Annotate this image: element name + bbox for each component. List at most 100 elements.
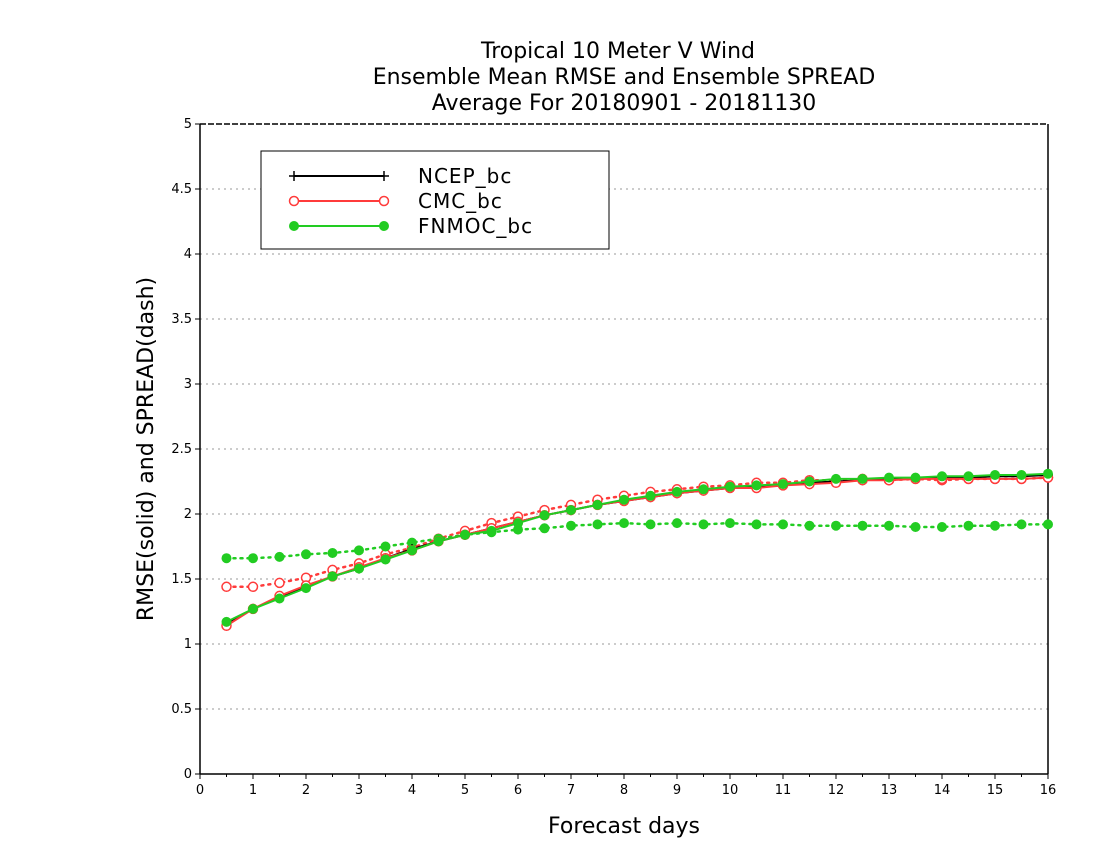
legend-entry-fnmoc-bc: FNMOC_bc xyxy=(289,214,533,238)
fnmoc-bc-rmse-point-18 xyxy=(698,484,709,495)
y-tick-label-3: 1.5 xyxy=(171,572,192,587)
fnmoc-bc-spread-point-21 xyxy=(778,519,788,530)
cmc-bc-spread-point-1 xyxy=(247,581,259,593)
cmc-bc-spread-point-0 xyxy=(221,581,232,593)
title-line-2: Ensemble Mean RMSE and Ensemble SPREAD xyxy=(373,65,876,90)
fnmoc-bc-spread-point-5 xyxy=(354,545,364,556)
y-tick-label-9: 4.5 xyxy=(171,182,192,197)
fnmoc-bc-rmse-point-7 xyxy=(407,545,417,556)
fnmoc-bc-rmse-point-17 xyxy=(672,486,682,497)
title-line-3: Average For 20180901 - 20181130 xyxy=(432,91,817,116)
fnmoc-bc-rmse-point-5 xyxy=(354,563,364,574)
fnmoc-bc-rmse-point-31 xyxy=(1043,468,1053,479)
fnmoc-bc-rmse-point-3 xyxy=(301,583,311,594)
x-tick-label-4: 4 xyxy=(408,783,416,798)
fnmoc-bc-spread-point-0 xyxy=(221,553,232,564)
cmc-bc-spread-group xyxy=(221,472,1054,593)
y-tick-label-5: 2.5 xyxy=(171,442,192,457)
y-tick-label-4: 2 xyxy=(184,507,192,522)
fnmoc-bc-spread-point-16 xyxy=(645,519,656,530)
fnmoc-bc-rmse-point-16 xyxy=(645,490,656,501)
fnmoc-bc-rmse-point-29 xyxy=(990,470,1000,480)
fnmoc-bc-spread-point-15 xyxy=(619,518,629,529)
y-tick-label-7: 3.5 xyxy=(171,312,192,327)
x-axis-label: Forecast days xyxy=(548,814,700,839)
fnmoc-bc-rmse-point-19 xyxy=(725,481,735,492)
fnmoc-bc-spread-point-30 xyxy=(1016,519,1027,530)
fnmoc-bc-rmse-point-6 xyxy=(380,554,391,565)
fnmoc-bc-rmse-point-26 xyxy=(910,472,921,483)
legend-label-ncep-bc: NCEP_bc xyxy=(418,164,512,188)
x-tick-label-3: 3 xyxy=(355,783,363,798)
fnmoc-bc-rmse-point-20 xyxy=(751,480,762,491)
y-tick-label-8: 4 xyxy=(184,247,192,262)
fnmoc-bc-spread-point-17 xyxy=(672,518,682,529)
x-tick-label-2: 2 xyxy=(302,783,310,798)
fnmoc-bc-rmse-group xyxy=(221,468,1053,627)
x-tick-label-8: 8 xyxy=(620,783,628,798)
fnmoc-bc-rmse-point-11 xyxy=(513,518,523,529)
title-line-1: Tropical 10 Meter V Wind xyxy=(480,39,755,64)
legend-marker-right-cmc-bc xyxy=(378,195,390,207)
fnmoc-bc-rmse-point-0 xyxy=(221,616,232,627)
fnmoc-bc-rmse-point-9 xyxy=(460,529,470,540)
x-tick-label-5: 5 xyxy=(461,783,469,798)
fnmoc-bc-rmse-point-12 xyxy=(539,510,550,521)
legend-marker-left-fnmoc-bc xyxy=(289,221,299,231)
fnmoc-bc-spread-point-1 xyxy=(248,553,258,564)
fnmoc-bc-spread-point-23 xyxy=(831,520,841,531)
x-tick-label-10: 10 xyxy=(722,783,739,798)
legend-label-fnmoc-bc: FNMOC_bc xyxy=(418,214,533,238)
fnmoc-bc-rmse-point-21 xyxy=(778,479,788,490)
legend-marker-right-fnmoc-bc xyxy=(379,221,389,231)
legend-marker-left-cmc-bc xyxy=(288,195,300,207)
fnmoc-bc-rmse-point-24 xyxy=(857,473,868,484)
x-tick-label-13: 13 xyxy=(881,783,898,798)
fnmoc-bc-rmse-point-14 xyxy=(592,499,603,510)
fnmoc-bc-rmse-point-28 xyxy=(963,471,974,482)
fnmoc-bc-rmse-point-10 xyxy=(486,525,497,536)
fnmoc-bc-spread-point-31 xyxy=(1043,519,1053,530)
x-tick-label-14: 14 xyxy=(934,783,951,798)
x-tick-label-9: 9 xyxy=(673,783,681,798)
y-tick-label-0: 0 xyxy=(184,767,192,782)
legend-label-cmc-bc: CMC_bc xyxy=(418,189,503,213)
fnmoc-bc-spread-line xyxy=(225,521,1050,560)
y-tick-label-1: 0.5 xyxy=(171,702,192,717)
x-tick-label-15: 15 xyxy=(987,783,1004,798)
y-axis-label: RMSE(solid) and SPREAD(dash) xyxy=(134,277,159,621)
fnmoc-bc-spread-point-6 xyxy=(380,541,391,552)
fnmoc-bc-spread-point-20 xyxy=(751,519,762,530)
x-tick-label-12: 12 xyxy=(828,783,845,798)
fnmoc-bc-spread-point-24 xyxy=(857,520,868,531)
fnmoc-bc-rmse-point-15 xyxy=(619,494,629,505)
fnmoc-bc-spread-point-14 xyxy=(592,519,603,530)
legend-marker-left-ncep-bc xyxy=(289,171,299,181)
fnmoc-bc-rmse-point-30 xyxy=(1016,470,1027,480)
fnmoc-bc-spread-point-26 xyxy=(910,522,921,532)
y-tick-label-10: 5 xyxy=(184,117,192,132)
fnmoc-bc-spread-point-3 xyxy=(301,549,311,560)
fnmoc-bc-spread-point-4 xyxy=(327,548,338,558)
x-tick-label-1: 1 xyxy=(249,783,257,798)
fnmoc-bc-rmse-point-23 xyxy=(831,473,841,484)
y-tick-label-2: 1 xyxy=(184,637,192,652)
legend-marker-right-ncep-bc xyxy=(379,171,389,181)
cmc-bc-spread-point-2 xyxy=(274,577,285,589)
x-tick-label-7: 7 xyxy=(567,783,575,798)
fnmoc-bc-rmse-point-4 xyxy=(327,571,338,582)
fnmoc-bc-spread-point-12 xyxy=(539,523,550,534)
fnmoc-bc-spread-point-29 xyxy=(990,520,1000,531)
fnmoc-bc-rmse-point-22 xyxy=(804,476,815,487)
fnmoc-bc-rmse-point-8 xyxy=(433,536,444,547)
fnmoc-bc-rmse-point-1 xyxy=(248,603,258,614)
fnmoc-bc-spread-point-25 xyxy=(884,520,894,531)
y-axis-ticks: 0 0.5 1 1.5 2 2.5 3 3.5 4 4.5 5 xyxy=(171,117,200,782)
fnmoc-bc-spread-group xyxy=(221,518,1053,564)
x-tick-label-0: 0 xyxy=(196,783,204,798)
fnmoc-bc-rmse-point-27 xyxy=(937,471,947,482)
fnmoc-bc-spread-point-27 xyxy=(937,522,947,532)
x-tick-label-6: 6 xyxy=(514,783,522,798)
